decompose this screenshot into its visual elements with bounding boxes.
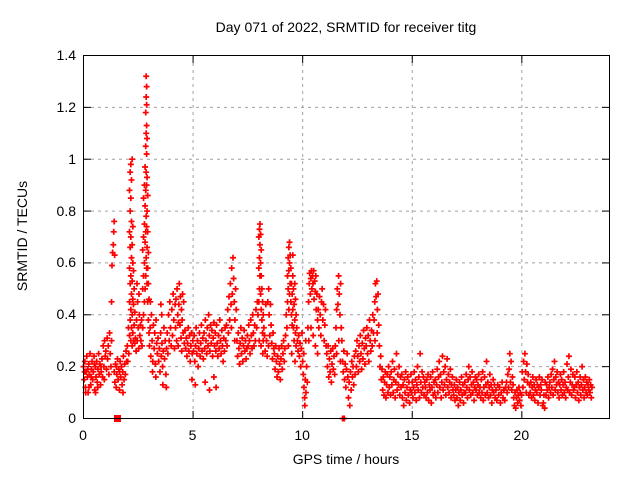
y-tick-label: 0.8 (56, 202, 76, 219)
y-tick-label: 0.4 (56, 306, 76, 323)
y-tick-label: 0.2 (56, 358, 76, 375)
x-tick-label: 0 (79, 427, 87, 443)
y-tick-label: 1.2 (56, 98, 76, 115)
y-tick-label: 0 (68, 410, 76, 426)
plot-border (83, 55, 610, 419)
y-tick-label: 0.6 (56, 254, 76, 271)
x-tick-label: 15 (403, 427, 420, 443)
plot-area (80, 55, 610, 422)
y-tick-label: 1.4 (56, 47, 76, 63)
y-tick-label: 1 (68, 150, 76, 167)
x-axis-label: GPS time / hours (292, 451, 400, 467)
x-tick-label: 10 (294, 427, 310, 443)
scatter-points (80, 73, 595, 422)
x-tick-label: 5 (188, 427, 197, 443)
x-tick-label: 20 (513, 427, 530, 443)
chart-title: Day 071 of 2022, SRMTID for receiver tit… (215, 19, 477, 35)
y-axis-label: SRMTID / TECUs (14, 180, 30, 292)
